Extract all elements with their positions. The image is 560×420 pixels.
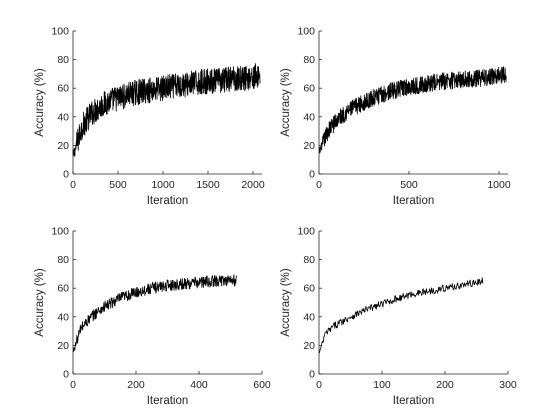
y-tick-label: 60 <box>303 83 315 95</box>
y-tick-label: 40 <box>303 311 315 323</box>
x-tick-label: 200 <box>127 379 145 391</box>
y-tick-label: 40 <box>303 111 315 123</box>
y-tick-label: 20 <box>303 340 315 352</box>
y-tick-label: 60 <box>303 283 315 295</box>
x-tick-label: 500 <box>109 179 127 191</box>
x-tick-label: 0 <box>316 379 322 391</box>
y-tick-label: 80 <box>57 54 69 66</box>
subplot-3: 0 200 400 600 0 20 40 60 80 100 Iteration Accuracy … <box>34 226 271 408</box>
x-tick-label: 200 <box>436 379 454 391</box>
y-axis-label: Accuracy (%) <box>280 268 292 337</box>
subplot-4: 0 100 200 300020406080100IterationAccuracy … <box>280 226 517 408</box>
series-line <box>318 66 507 154</box>
series-line <box>72 63 261 158</box>
y-tick-label: 20 <box>303 140 315 152</box>
x-axis-label: Iteration <box>393 195 435 207</box>
y-tick-label: 80 <box>303 254 315 266</box>
y-axis-label: Accuracy (%) <box>280 68 292 137</box>
x-axis-label: Iteration <box>393 395 435 407</box>
x-tick-label: 1000 <box>487 179 511 191</box>
y-tick-label: 60 <box>57 283 69 295</box>
x-axis-label: Iteration <box>147 195 189 207</box>
x-tick-label: 0 <box>70 179 76 191</box>
x-tick-label: 100 <box>373 379 391 391</box>
y-tick-label: 100 <box>297 226 315 238</box>
y-tick-label: 100 <box>51 26 69 38</box>
x-tick-label: 0 <box>70 379 76 391</box>
y-tick-label: 0 <box>309 169 315 181</box>
y-tick-label: 20 <box>57 140 69 152</box>
y-tick-label: 20 <box>57 340 69 352</box>
x-tick-label: 2000 <box>241 179 265 191</box>
x-tick-label: 300 <box>499 379 517 391</box>
subplot-2: 0 500 1000 0 20 40 60 80 100 Iteration Accuracy (%… <box>280 26 511 208</box>
x-tick-label: 0 <box>316 179 322 191</box>
series-line <box>72 274 238 352</box>
y-tick-label: 100 <box>51 226 69 238</box>
y-axis-label: Accuracy (%) <box>34 268 46 337</box>
y-tick-label: 80 <box>57 254 69 266</box>
x-tick-label: 400 <box>190 379 208 391</box>
x-tick-label: 1000 <box>151 179 175 191</box>
series-line <box>318 277 484 354</box>
x-tick-label: 600 <box>253 379 271 391</box>
y-tick-label: 40 <box>57 111 69 123</box>
x-tick-label: 500 <box>400 179 418 191</box>
y-tick-label: 0 <box>63 369 69 381</box>
y-tick-label: 80 <box>303 54 315 66</box>
x-axis-label: Iteration <box>147 395 189 407</box>
y-tick-label: 100 <box>297 26 315 38</box>
subplot-1: 0 500 1000 1500 2000 0 20 40 60 80 100 Iteration Acc… <box>34 26 265 208</box>
x-tick-label: 1500 <box>196 179 220 191</box>
y-axis-label: Accuracy (%) <box>34 68 46 137</box>
y-tick-label: 40 <box>57 311 69 323</box>
y-tick-label: 60 <box>57 83 69 95</box>
y-tick-label: 0 <box>309 369 315 381</box>
y-tick-label: 0 <box>63 169 69 181</box>
